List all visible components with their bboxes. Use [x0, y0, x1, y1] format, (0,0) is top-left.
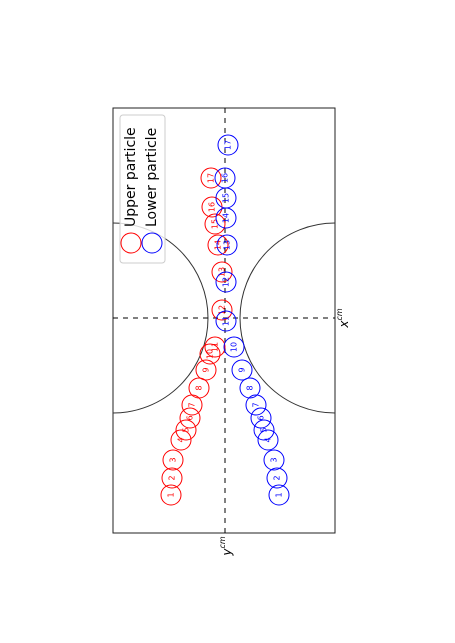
particle [214, 167, 236, 189]
particle-label: 2 [273, 475, 282, 480]
particle [170, 429, 192, 451]
particle-label: 9 [202, 367, 211, 372]
particle [217, 134, 239, 156]
legend-marker [120, 232, 142, 254]
particle [250, 407, 272, 429]
particle [200, 167, 222, 189]
particle [266, 467, 288, 489]
particle [175, 419, 197, 441]
particle [161, 467, 183, 489]
particle [199, 343, 221, 365]
particle [239, 377, 261, 399]
obstacle [239, 222, 335, 414]
particle-label: 16 [208, 202, 217, 212]
axis-label: ycm [218, 536, 234, 557]
particle-label: 14 [214, 240, 223, 250]
legend: Upper particle Lower particle [119, 114, 166, 264]
particle [268, 484, 290, 506]
particle [162, 449, 184, 471]
axis-superscript: cm [218, 536, 227, 548]
particle [211, 299, 233, 321]
particle [215, 310, 237, 332]
particle [216, 234, 238, 256]
particle-label: 8 [246, 385, 255, 390]
particle [179, 407, 201, 429]
particle-label: 14 [222, 213, 231, 223]
axis-label: xcm [335, 308, 351, 329]
legend-label: Lower particle [144, 128, 160, 227]
particle-label: 4 [264, 437, 273, 442]
legend-label: Upper particle [123, 127, 139, 227]
particle [245, 394, 267, 416]
particle-label: 13 [223, 240, 232, 250]
particle [211, 261, 233, 283]
axis-superscript: cm [335, 308, 344, 320]
particle [188, 377, 210, 399]
particle [253, 419, 275, 441]
particle [204, 336, 226, 358]
particle-label: 13 [218, 267, 227, 277]
particle [204, 213, 226, 235]
particle-label: 11 [211, 342, 220, 352]
particle-label: 10 [230, 342, 239, 352]
particle-label: 2 [168, 475, 177, 480]
particle-label: 9 [238, 367, 247, 372]
particle-label: 6 [186, 415, 195, 420]
particle-label: 15 [211, 219, 220, 229]
particle-label: 1 [275, 492, 284, 497]
particle-label: 7 [252, 402, 261, 407]
particle-label: 4 [177, 437, 186, 442]
particle-label: 10 [206, 349, 215, 359]
particle-label: 17 [224, 140, 233, 150]
particle-label: 11 [222, 316, 231, 326]
particle [231, 359, 253, 381]
particle-label: 5 [182, 427, 191, 432]
particle-label: 15 [222, 193, 231, 203]
particle [257, 429, 279, 451]
particle-label: 5 [260, 427, 269, 432]
particle-label: 3 [169, 457, 178, 462]
particle-label: 17 [207, 173, 216, 183]
particle-label: 8 [195, 385, 204, 390]
particle [223, 336, 245, 358]
particle-label: 12 [222, 277, 231, 287]
axis-symbol: x [337, 320, 351, 329]
particle-label: 1 [167, 492, 176, 497]
particle-label: 16 [221, 173, 230, 183]
particle [160, 484, 182, 506]
particle [215, 271, 237, 293]
particle-label: 3 [270, 457, 279, 462]
legend-marker [141, 232, 163, 254]
particle-label: 12 [218, 305, 227, 315]
particle-label: 6 [257, 415, 266, 420]
particle-label: 7 [188, 402, 197, 407]
particle [207, 234, 229, 256]
plot-area: 1234567891011121314151617123456789101112… [113, 108, 335, 533]
particle [195, 359, 217, 381]
axis-symbol: y [220, 548, 234, 557]
legend-box [119, 114, 166, 264]
particle [263, 449, 285, 471]
